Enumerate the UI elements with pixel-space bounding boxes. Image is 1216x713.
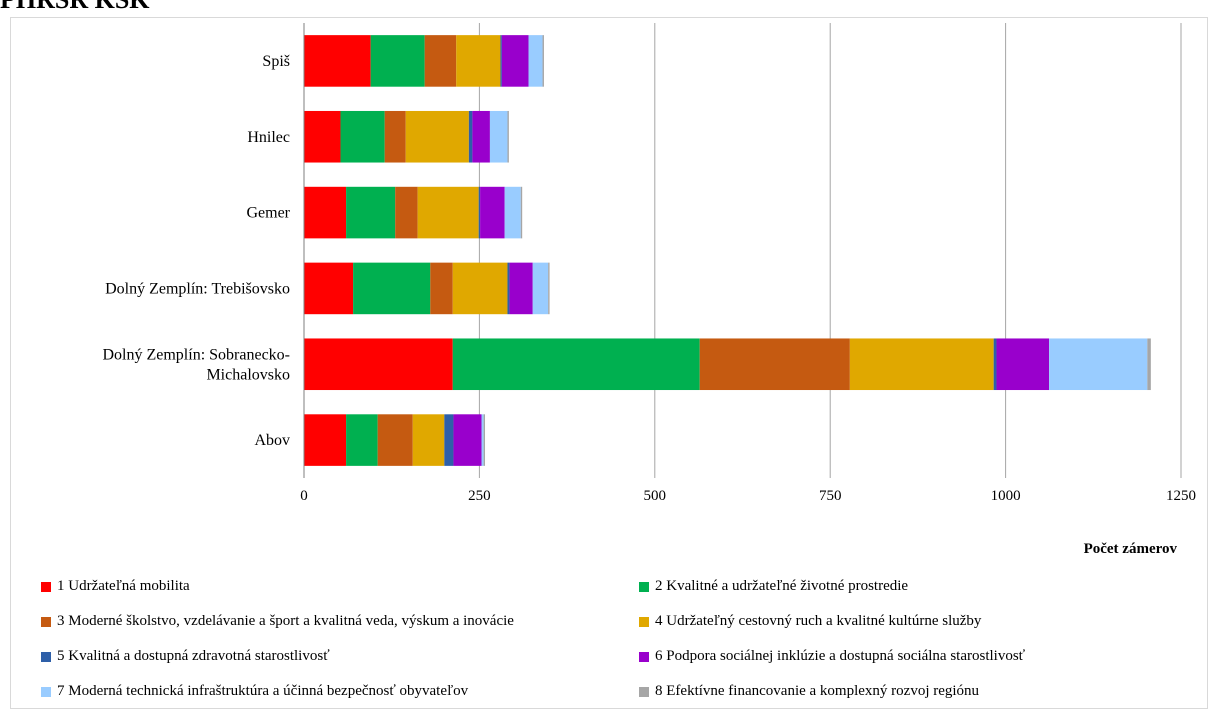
legend-item: 4 Udržateľný cestovný ruch a kvalitné ku… [639,613,981,630]
bar-segment [993,338,997,391]
bar-segment [849,338,994,391]
bar-segment [483,414,486,466]
category-label: Hnilec [247,129,290,146]
bar-segment [353,262,431,315]
bar-segment [430,262,453,315]
legend-swatch [41,581,51,592]
x-tick-label: 750 [819,488,842,504]
bar-segment [405,110,469,163]
bar-segment [340,110,385,163]
gridlines [478,23,1182,478]
legend-swatch [41,616,51,627]
legend-item: 8 Efektívne financovanie a komplexný roz… [639,683,979,700]
category-label: Spiš [262,53,290,70]
x-tick-label: 500 [644,488,667,504]
bar-segment [501,35,529,87]
bar-segment [520,186,523,239]
bars [304,35,1151,466]
x-tick-label: 1250 [1166,488,1196,504]
legend-swatch [41,651,51,662]
x-tick-label: 250 [468,488,491,504]
bar-segment [384,110,406,163]
category-label: Dolný Zemplín: Trebišovsko [105,280,290,297]
bar-segment [304,110,341,163]
bar-segment [452,262,508,315]
legend-item: 2 Kvalitné a udržateľné životné prostred… [639,578,908,595]
x-axis-label: Počet zámerov [1083,541,1177,557]
legend-label: 2 Kvalitné a udržateľné životné prostred… [655,578,909,594]
bar-segment [548,262,550,315]
bar-segment [528,35,543,87]
bar-segment [452,338,700,391]
legend-label: 8 Efektívne financovanie a komplexný roz… [655,683,980,699]
legend-item: 3 Moderné školstvo, vzdelávanie a šport … [41,613,514,630]
legend-item: 1 Udržateľná mobilita [41,578,190,595]
legend-item: 6 Podpora sociálnej inklúzie a dostupná … [639,648,1025,665]
x-tick-label: 0 [300,488,308,504]
bar-segment [304,262,354,315]
legend-label: 5 Kvalitná a dostupná zdravotná starostl… [57,648,330,664]
page-title: PHRSR KSK [0,0,150,14]
bar-segment [444,414,454,466]
bar-segment [453,414,482,466]
bar-segment [478,186,481,239]
legend-label: 4 Udržateľný cestovný ruch a kvalitné ku… [655,613,982,629]
stacked-bar-chart: Spiš Hnilec Gemer Dolný Zemplín: Trebišovsk… [102,23,1196,504]
category-labels: Spiš Hnilec Gemer Dolný Zemplín: Trebišovsk… [102,53,290,449]
category-label: Abov [254,432,290,449]
bar-segment [481,414,484,466]
bar-segment [489,110,508,163]
legend-swatch [41,686,51,697]
bar-segment [504,186,521,239]
bar-segment [346,186,396,239]
bar-segment [304,186,347,239]
bar-segment [699,338,850,391]
bar-segment [468,110,473,163]
x-tick-labels: 0 250 500 750 1000 1250 [300,488,1196,504]
chart-frame: Spiš Hnilec Gemer Dolný Zemplín: Trebišovsk… [10,17,1208,709]
bar-segment [395,186,418,239]
bar-segment [304,414,347,466]
bar-segment [507,110,509,163]
bar-segment [304,338,453,391]
bar-segment [996,338,1050,391]
legend-swatch [639,581,649,592]
bar-segment [542,35,544,87]
bar-segment [377,414,413,466]
bar-segment [509,262,533,315]
bar-segment [346,414,378,466]
category-label: Gemer [246,205,290,222]
bar-segment [456,35,501,87]
bar-segment [1049,338,1148,391]
bar-segment [412,414,445,466]
bar-segment [424,35,457,87]
legend-item: 7 Moderná technická infraštruktúra a úči… [41,683,468,700]
legend-label: 3 Moderné školstvo, vzdelávanie a šport … [57,613,514,629]
bar-segment [532,262,549,315]
x-tick-label: 1000 [991,488,1021,504]
legend-label: 6 Podpora sociálnej inklúzie a dostupná … [655,648,1026,664]
legend-label: 1 Udržateľná mobilita [57,578,190,594]
bar-segment [472,110,490,163]
bar-segment [1147,338,1151,391]
bar-segment [304,35,371,87]
bar-segment [480,186,505,239]
legend-swatch [639,686,649,697]
category-label: Dolný Zemplín: Sobranecko-Michalovsko [102,346,290,383]
legend-item: 5 Kvalitná a dostupná zdravotná starostl… [41,648,330,665]
legend-swatch [639,651,649,662]
bar-segment [370,35,425,87]
bar-segment [417,186,479,239]
legend-swatch [639,616,649,627]
legend-label: 7 Moderná technická infraštruktúra a úči… [57,683,469,699]
bar-segment [507,262,510,315]
bar-segment [500,35,502,87]
